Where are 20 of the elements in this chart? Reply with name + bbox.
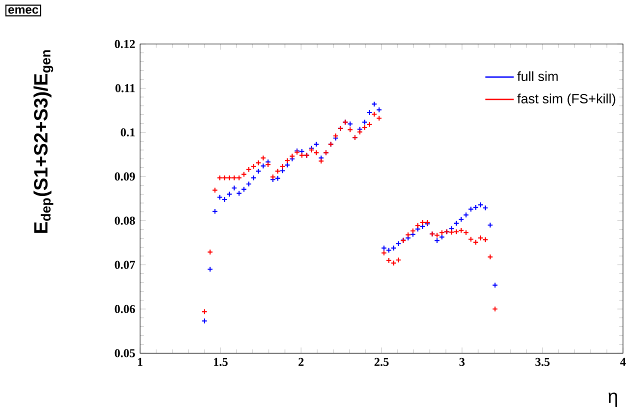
text: emec — [8, 7, 38, 14]
y-tick-label: 0.07 — [114, 260, 136, 269]
x-tick-label: 1 — [138, 358, 142, 366]
x-axis-title: η — [608, 392, 618, 407]
x-tick-label: 3.5 — [535, 358, 550, 366]
y-tick-label: 0.1 — [120, 128, 135, 136]
legend-label: full sim — [517, 71, 558, 81]
y-tick-label: 0.09 — [114, 172, 135, 180]
y-axis-title: E$_{dep}$(S1+S2+S3)/E$_{gen}$ — [34, 50, 54, 233]
x-tick-label: 1.5 — [214, 358, 228, 366]
x-tick-label: 4 — [620, 358, 626, 366]
y-tick-label: 0.05 — [114, 348, 135, 358]
y-tick-label: 0.06 — [114, 304, 136, 313]
x-tick-label: 2 — [298, 358, 304, 366]
legend-label: fast sim (FS+kill) — [517, 94, 616, 106]
y-tick-label: 0.11 — [115, 84, 135, 92]
y-tick-label: 0.08 — [114, 216, 135, 225]
x-tick-label: 3 — [459, 358, 465, 366]
x-tick-label: 2.5 — [374, 358, 389, 366]
y-tick-label: 0.12 — [114, 40, 135, 48]
